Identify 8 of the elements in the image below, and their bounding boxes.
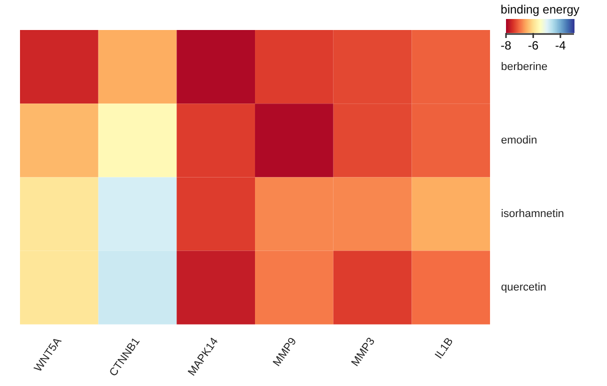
y-tick-label: berberine [501, 60, 548, 73]
color-bar-label: -4 [555, 38, 566, 52]
color-bar-label: -6 [528, 38, 539, 52]
color-bar-label: -8 [500, 38, 512, 52]
y-tick-label: emodin [501, 134, 538, 146]
y-tick-label: quercetin [501, 282, 546, 294]
color-bar-title: binding energy [500, 2, 580, 16]
y-tick-label: isorhamnetin [501, 208, 564, 220]
